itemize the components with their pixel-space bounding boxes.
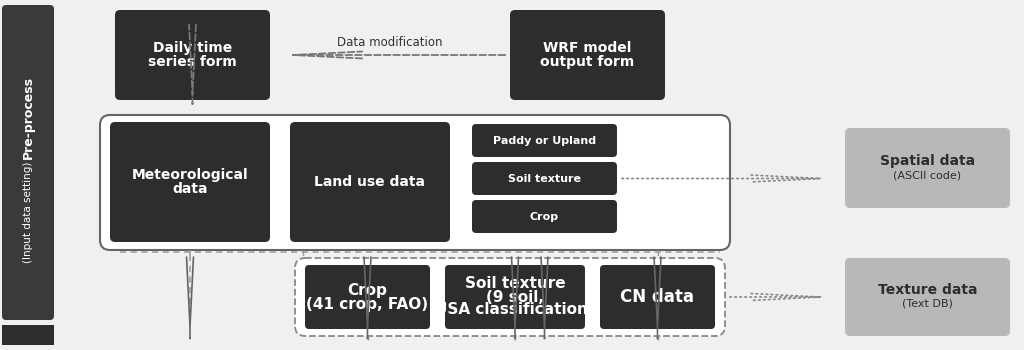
- Text: Crop: Crop: [347, 282, 387, 298]
- FancyBboxPatch shape: [2, 5, 54, 320]
- Text: Soil texture: Soil texture: [465, 276, 565, 292]
- FancyBboxPatch shape: [290, 122, 450, 242]
- Text: (ASCII code): (ASCII code): [893, 170, 962, 180]
- FancyBboxPatch shape: [472, 200, 617, 233]
- FancyBboxPatch shape: [100, 115, 730, 250]
- FancyBboxPatch shape: [295, 258, 725, 336]
- Text: (Text DB): (Text DB): [902, 299, 953, 309]
- Text: Crop: Crop: [530, 211, 559, 222]
- Text: Texture data: Texture data: [878, 283, 977, 297]
- FancyBboxPatch shape: [445, 265, 585, 329]
- Text: Spatial data: Spatial data: [880, 154, 975, 168]
- Text: output form: output form: [541, 55, 635, 69]
- FancyBboxPatch shape: [115, 10, 270, 100]
- Text: Meteorological: Meteorological: [132, 168, 248, 182]
- Text: (Input data setting): (Input data setting): [23, 162, 33, 263]
- FancyBboxPatch shape: [845, 128, 1010, 208]
- Text: CN data: CN data: [621, 288, 694, 306]
- FancyBboxPatch shape: [305, 265, 430, 329]
- FancyBboxPatch shape: [845, 258, 1010, 336]
- Text: data: data: [172, 182, 208, 196]
- Text: Soil texture: Soil texture: [508, 174, 581, 183]
- Text: (9 soil,: (9 soil,: [486, 289, 544, 304]
- Text: USA classification): USA classification): [435, 302, 595, 317]
- FancyBboxPatch shape: [510, 10, 665, 100]
- Text: Paddy or Upland: Paddy or Upland: [493, 135, 596, 146]
- FancyBboxPatch shape: [472, 124, 617, 157]
- FancyBboxPatch shape: [600, 265, 715, 329]
- FancyBboxPatch shape: [472, 162, 617, 195]
- FancyBboxPatch shape: [110, 122, 270, 242]
- Text: series form: series form: [148, 55, 237, 69]
- Text: Pre-process: Pre-process: [22, 76, 35, 159]
- Text: Land use data: Land use data: [314, 175, 426, 189]
- Text: (41 crop, FAO): (41 crop, FAO): [306, 296, 429, 312]
- Text: WRF model: WRF model: [544, 41, 632, 55]
- Text: Data modification: Data modification: [337, 36, 442, 49]
- Text: Daily time: Daily time: [153, 41, 232, 55]
- Bar: [2, 325, 54, 345]
